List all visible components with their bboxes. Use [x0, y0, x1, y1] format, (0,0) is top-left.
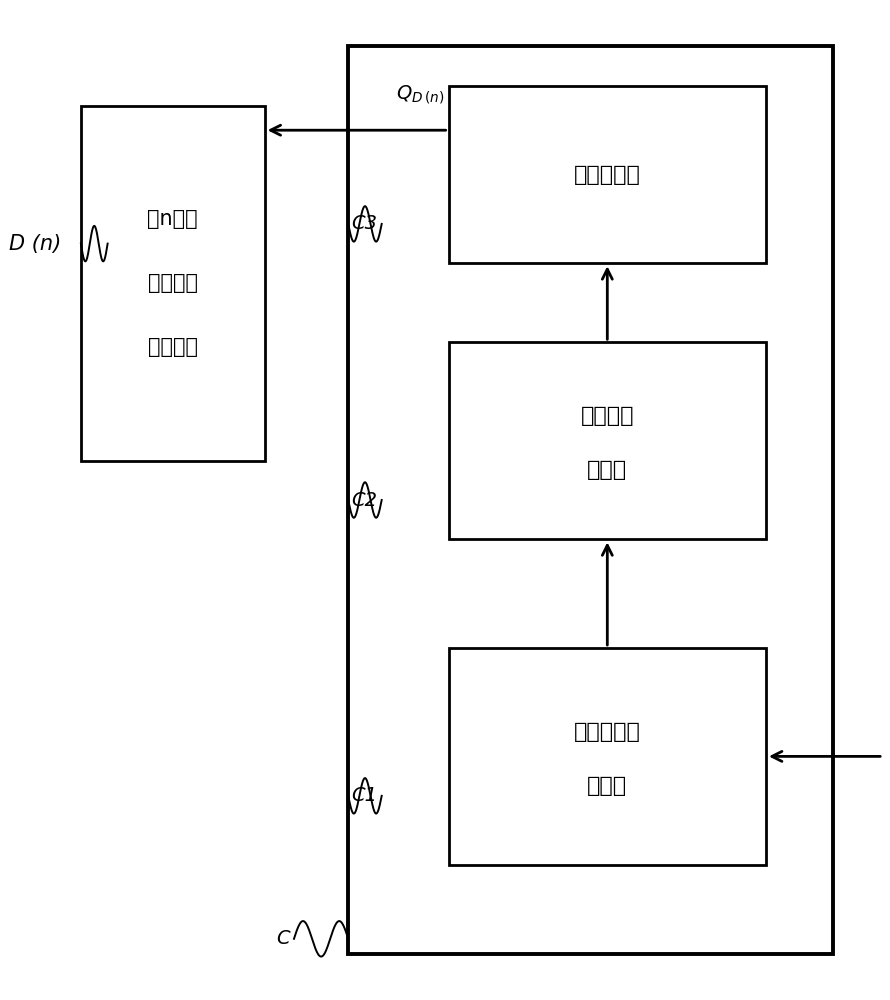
- Text: C: C: [276, 929, 290, 948]
- Text: 整体稀释率: 整体稀释率: [574, 722, 641, 742]
- Text: 流量设定部: 流量设定部: [574, 165, 641, 185]
- Text: 第n稀释: 第n稀释: [148, 209, 198, 229]
- Bar: [449, 342, 766, 539]
- Text: 控制机构: 控制机构: [148, 337, 198, 357]
- Bar: [81, 106, 264, 461]
- Text: 空气流量: 空气流量: [148, 273, 198, 293]
- Text: 接收部: 接收部: [587, 776, 627, 796]
- Bar: [449, 86, 766, 263]
- Text: 计算部: 计算部: [587, 460, 627, 480]
- Text: C1: C1: [352, 786, 377, 805]
- Text: $Q_{D\,(n)}$: $Q_{D\,(n)}$: [396, 83, 444, 106]
- Text: 设定流量: 设定流量: [580, 406, 634, 426]
- Text: C3: C3: [352, 214, 377, 233]
- Bar: [449, 648, 766, 865]
- Bar: [348, 46, 833, 954]
- Text: C2: C2: [352, 491, 377, 510]
- Text: D (n): D (n): [10, 234, 61, 254]
